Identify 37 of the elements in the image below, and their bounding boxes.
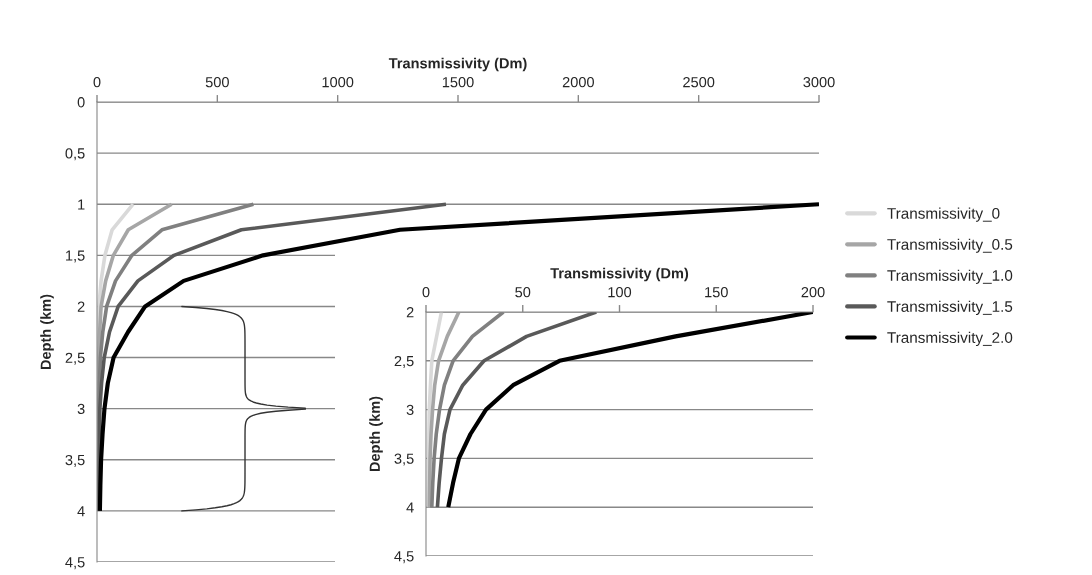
legend-label: Transmissivity_2.0 <box>887 331 1013 347</box>
x-tick-label: 1500 <box>442 76 474 88</box>
x-tick-label: 200 <box>801 286 825 298</box>
x-tick-label: 100 <box>608 286 632 298</box>
x-tick-label: 3000 <box>803 76 835 88</box>
y-axis-title: Depth (km) <box>40 294 54 370</box>
x-axis-title: Transmissivity (Dm) <box>550 267 689 282</box>
x-tick-label: 500 <box>205 76 229 88</box>
y-tick-label: 2 <box>77 301 85 312</box>
y-tick-label: 2 <box>406 307 414 318</box>
x-tick-label: 50 <box>515 286 531 298</box>
y-tick-label: 3,5 <box>394 453 414 466</box>
legend-label: Transmissivity_0.5 <box>887 238 1013 253</box>
x-tick-label: 0 <box>422 286 430 298</box>
x-tick-label: 2500 <box>683 76 715 88</box>
y-tick-label: 0,5 <box>65 148 85 161</box>
y-tick-label: 3 <box>77 403 85 415</box>
legend-label: Transmissivity_0 <box>887 207 1000 222</box>
y-tick-label: 0 <box>77 97 85 108</box>
y-tick-label: 1 <box>78 199 85 210</box>
y-tick-label: 1,5 <box>66 250 85 263</box>
x-tick-label: 0 <box>93 76 101 88</box>
y-tick-label: 4 <box>406 502 414 513</box>
legend-label: Transmissivity_1.5 <box>887 300 1013 315</box>
x-tick-label: 2000 <box>562 76 594 88</box>
y-tick-label: 2,5 <box>394 355 414 368</box>
y-tick-label: 4,5 <box>65 557 85 570</box>
legend-label: Transmissivity_1.0 <box>887 269 1013 284</box>
y-tick-label: 3 <box>406 404 414 416</box>
y-axis-title: Depth (km) <box>369 396 383 472</box>
y-tick-label: 4,5 <box>394 551 414 564</box>
x-tick-label: 1000 <box>322 76 354 88</box>
y-tick-label: 3,5 <box>65 454 85 467</box>
x-axis-title: Transmissivity (Dm) <box>388 57 527 72</box>
y-tick-label: 2,5 <box>65 352 85 365</box>
x-tick-label: 150 <box>705 286 728 298</box>
y-tick-label: 4 <box>77 506 85 517</box>
